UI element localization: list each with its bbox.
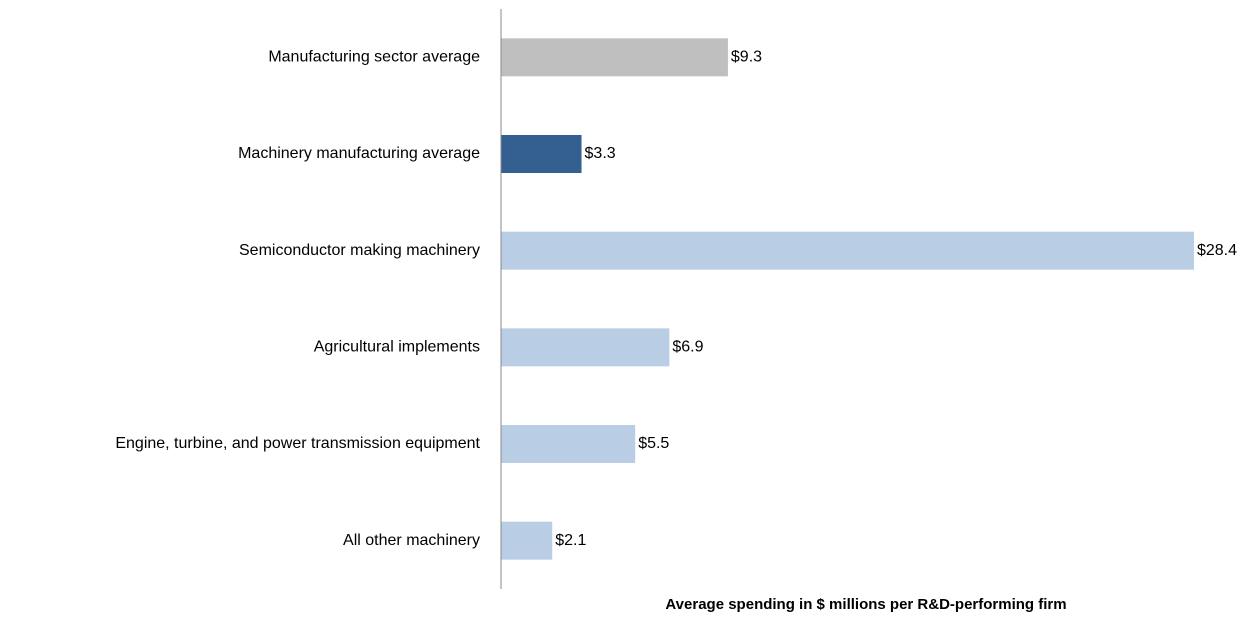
bar [501,328,670,367]
value-label: $5.5 [638,435,669,452]
category-label: Manufacturing sector average [268,49,480,66]
x-axis-label: Average spending in $ millions per R&D-p… [665,596,1066,613]
value-label: $28.4 [1197,242,1237,259]
bar [501,135,582,173]
category-label: Agricultural implements [314,339,480,356]
bar [501,231,1194,270]
bar [501,38,728,77]
bar [501,425,636,463]
value-label: $6.9 [672,339,703,356]
category-label: All other machinery [343,532,480,549]
value-label: $3.3 [585,145,616,162]
bar [501,521,553,560]
category-label: Engine, turbine, and power transmission … [115,435,480,452]
category-label: Machinery manufacturing average [238,145,480,162]
category-label: Semiconductor making machinery [239,242,480,259]
value-label: $9.3 [731,49,762,66]
value-label: $2.1 [555,532,586,549]
